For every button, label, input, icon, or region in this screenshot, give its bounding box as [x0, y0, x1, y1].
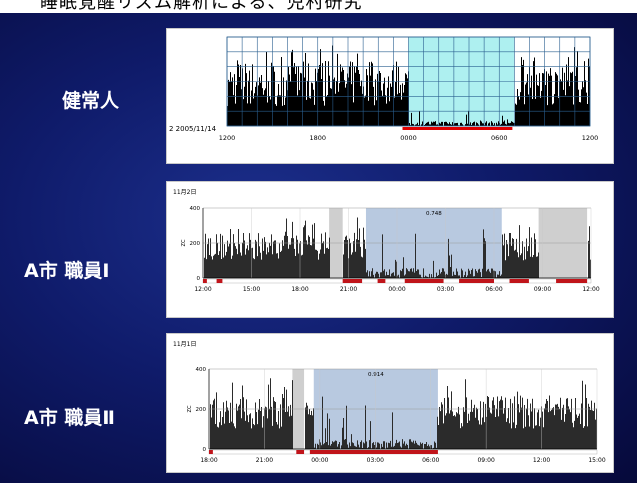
x-tick-label: 21:00 [256, 457, 273, 464]
event-marker [296, 450, 305, 454]
event-marker [377, 279, 386, 283]
event-strip [202, 278, 592, 284]
x-tick-label: 0000 [400, 134, 417, 142]
x-tick-label: 1200 [219, 134, 236, 142]
x-tick-label: 1200 [582, 134, 599, 142]
event-marker [309, 450, 438, 454]
activity-chart-healthy: 2 2005/11/14 1200 1800 0000 0600 1200 [169, 36, 599, 142]
y-axis-label: ZC [181, 239, 187, 246]
slide-title-strip: 睡眠覚醒リズム解析による、児村研究 [0, 0, 637, 13]
row-label-staff-1: A市 職員Ⅰ [24, 260, 110, 282]
y-axis-label: ZC [187, 405, 193, 412]
x-tick-label: 18:00 [291, 286, 308, 293]
x-tick-label: 15:00 [243, 286, 260, 293]
event-marker [404, 279, 444, 283]
event-marker [203, 279, 207, 283]
y-tick-label: 400 [190, 206, 201, 212]
x-tick-label: 0600 [491, 134, 508, 142]
y-tick-label: 200 [190, 241, 201, 247]
event-marker [342, 279, 363, 283]
y-tick-label: 0 [203, 447, 207, 453]
y-tick-label: 0 [197, 276, 201, 282]
band-value-label: 0.748 [426, 211, 442, 217]
event-marker [459, 279, 494, 283]
y-tick-label: 400 [196, 367, 207, 373]
event-marker [509, 279, 529, 283]
band-value-label: 0.914 [368, 372, 384, 378]
x-tick-label: 12:00 [194, 286, 211, 293]
x-tick-label: 06:00 [485, 286, 502, 293]
x-tick-label: 03:00 [367, 457, 384, 464]
chart-date-label: 2 2005/11/14 [169, 125, 217, 133]
activity-chart-staff-2: 11月1日 0.914 400 200 0 ZC 18:00 21:00 00:00 03:0… [173, 341, 606, 464]
slide-title: 睡眠覚醒リズム解析による、児村研究 [40, 0, 363, 13]
x-tick-label: 09:00 [534, 286, 551, 293]
chart-panel-staff-2: 11月1日 0.914 400 200 0 ZC 18:00 21:00 00:00 03:0… [166, 333, 614, 473]
chart-date-label: 11月1日 [173, 341, 196, 348]
y-tick-label: 200 [196, 407, 207, 413]
event-marker [209, 450, 213, 454]
chart-panel-healthy: 2 2005/11/14 1200 1800 0000 0600 1200 [166, 28, 614, 164]
x-tick-label: 00:00 [311, 457, 328, 464]
x-tick-label: 06:00 [422, 457, 439, 464]
chart-date-label: 11月2日 [173, 189, 196, 196]
sleep-marker [402, 127, 513, 130]
row-label-healthy: 健常人 [62, 90, 120, 112]
x-tick-label: 12:00 [533, 457, 550, 464]
row-label-staff-2: A市 職員Ⅱ [24, 407, 115, 429]
x-tick-label: 00:00 [388, 286, 405, 293]
x-tick-label: 12:00 [582, 286, 599, 293]
event-marker [556, 279, 588, 283]
activity-chart-staff-1: 11月2日 0.748 400 200 0 ZC 12:00 15:00 18:00 21:0… [173, 189, 600, 293]
event-marker [216, 279, 223, 283]
chart-panel-staff-1: 11月2日 0.748 400 200 0 ZC 12:00 15:00 18:00 21:0… [166, 181, 614, 318]
x-tick-label: 03:00 [437, 286, 454, 293]
x-tick-label: 18:00 [200, 457, 217, 464]
x-tick-label: 1800 [309, 134, 326, 142]
x-tick-label: 09:00 [477, 457, 494, 464]
x-tick-label: 21:00 [340, 286, 357, 293]
plot-frame [226, 36, 591, 127]
x-tick-label: 15:00 [588, 457, 605, 464]
